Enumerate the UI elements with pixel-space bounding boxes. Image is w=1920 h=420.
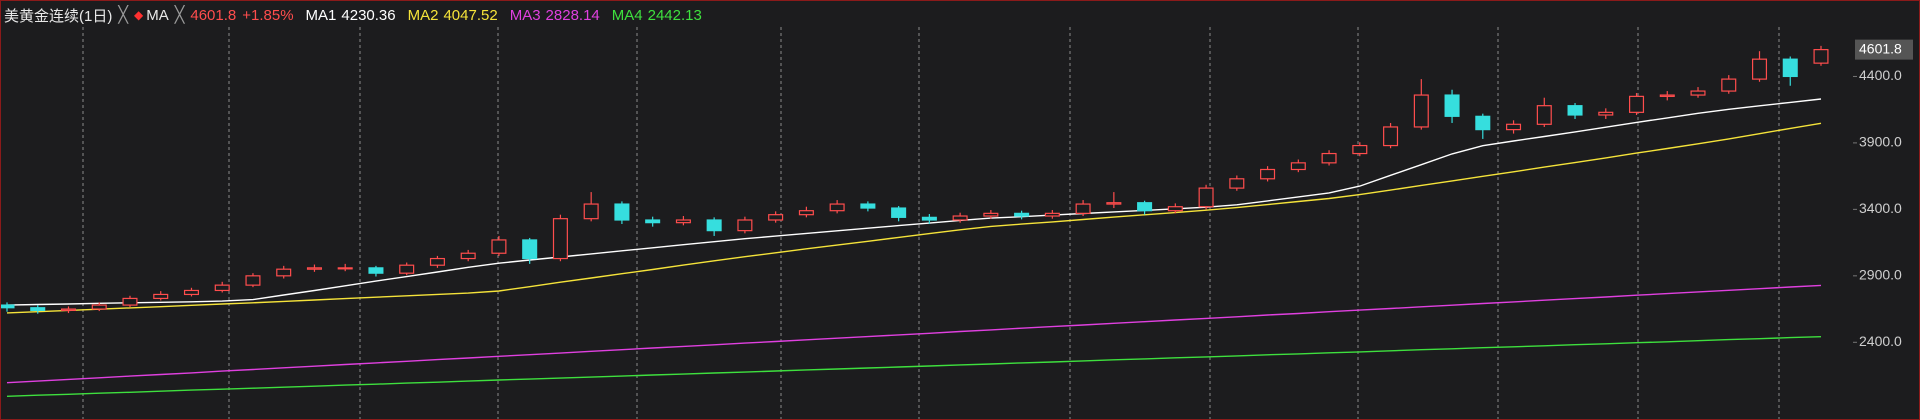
candle-body [1106,202,1122,205]
candle-body [1444,94,1460,117]
y-tick-label: 4400.0 [1859,67,1902,83]
ma-line [6,336,1822,397]
change: +1.85% [242,6,294,24]
candle-body [60,308,77,311]
candle-body [1044,212,1060,217]
last-price-label: 4601.8 [1859,40,1902,56]
last-price: 4601.8 [190,6,237,24]
candle-body [368,267,384,274]
indicator-name[interactable]: MA [146,6,169,24]
close-icon[interactable]: ╳ [174,7,185,24]
close-icon[interactable]: ╳ [118,7,128,24]
candle-body [1167,206,1183,212]
candle-body [1321,152,1337,164]
candle-body [706,219,722,232]
candle-body [1198,187,1214,208]
candle-body [798,210,814,216]
candle-body [337,267,353,270]
candle-body [276,268,292,277]
legend-name: MA3 [509,6,541,24]
candle-body [1506,123,1522,131]
legend-name: MA2 [407,6,439,24]
candle-body [921,216,937,221]
candle-body [1598,111,1614,116]
candle-body [645,219,661,224]
candle-body [122,297,138,306]
candle-body [1290,162,1306,171]
candle-body [737,219,753,232]
legend-name: MA4 [611,6,643,24]
legend-entry[interactable]: MA3 2828.14 [510,7,600,24]
candle-body [460,252,476,260]
candle-body [1229,178,1245,189]
candle-body [183,289,199,296]
candle-body [768,214,784,221]
ma-line [6,98,1822,306]
candle-body [1413,94,1429,128]
candle-body [829,203,845,212]
candle-body [399,264,415,274]
candle-body [306,267,322,270]
candle-body [522,239,538,260]
candle-body [429,257,445,266]
y-tick-label: 2400.0 [1859,333,1902,349]
legend-entry[interactable]: MA4 2442.13 [612,7,702,24]
header: 美黄金连续(1日) ╳ ◆ MA ╳ 4601.8 +1.85% MA1 4230… [4,4,720,26]
candle-body [1629,95,1645,113]
ma-line [6,122,1822,314]
candle-body [91,304,107,310]
candle-body [583,203,599,220]
indicator-marker: ◆ [133,8,144,22]
candle-body [1690,90,1706,96]
candle-body [245,275,261,286]
candle-body [1721,78,1737,92]
candle-body [1383,126,1399,147]
candle-body [1751,58,1768,80]
candle-body [1,304,15,309]
legend-name: MA1 [305,6,337,24]
legend-value: 4047.52 [443,6,498,24]
candle-body [491,239,507,254]
legend: MA1 4230.36 MA2 4047.52 MA3 2828.14 MA4 2442.13 [306,7,714,24]
legend-entry[interactable]: MA1 4230.36 [306,7,396,24]
candle-body [1352,144,1368,155]
candle-body [1567,105,1583,116]
candle-body [1813,49,1829,64]
candle-body [1137,202,1153,212]
legend-value: 2442.13 [647,6,702,24]
candle-body [1659,94,1675,97]
candle-body [552,218,568,260]
candle-body [983,212,999,217]
candle-body [952,215,968,221]
ma-line [6,284,1822,384]
last-price-box [1855,39,1913,60]
y-tick-label: 3400.0 [1859,200,1902,216]
candle-body [1260,168,1276,180]
candle-body [1475,115,1491,131]
candle-body [214,284,230,292]
candle-body [30,307,46,311]
candle-body [860,203,876,209]
candle-body [1782,58,1798,78]
candle-body [891,207,907,218]
chart-title: 美黄金连续(1日) [4,7,113,25]
legend-entry[interactable]: MA2 4047.52 [408,7,498,24]
candle-body [1014,212,1030,217]
candle-body [153,293,169,300]
candle-body [1536,105,1552,125]
candle-body [675,219,691,224]
legend-value: 2828.14 [545,6,600,24]
candle-body [614,203,630,221]
legend-value: 4230.36 [341,6,396,24]
candle-body [1075,203,1091,214]
y-tick-label: 2900.0 [1859,267,1902,283]
y-tick-label: 3900.0 [1859,134,1902,150]
